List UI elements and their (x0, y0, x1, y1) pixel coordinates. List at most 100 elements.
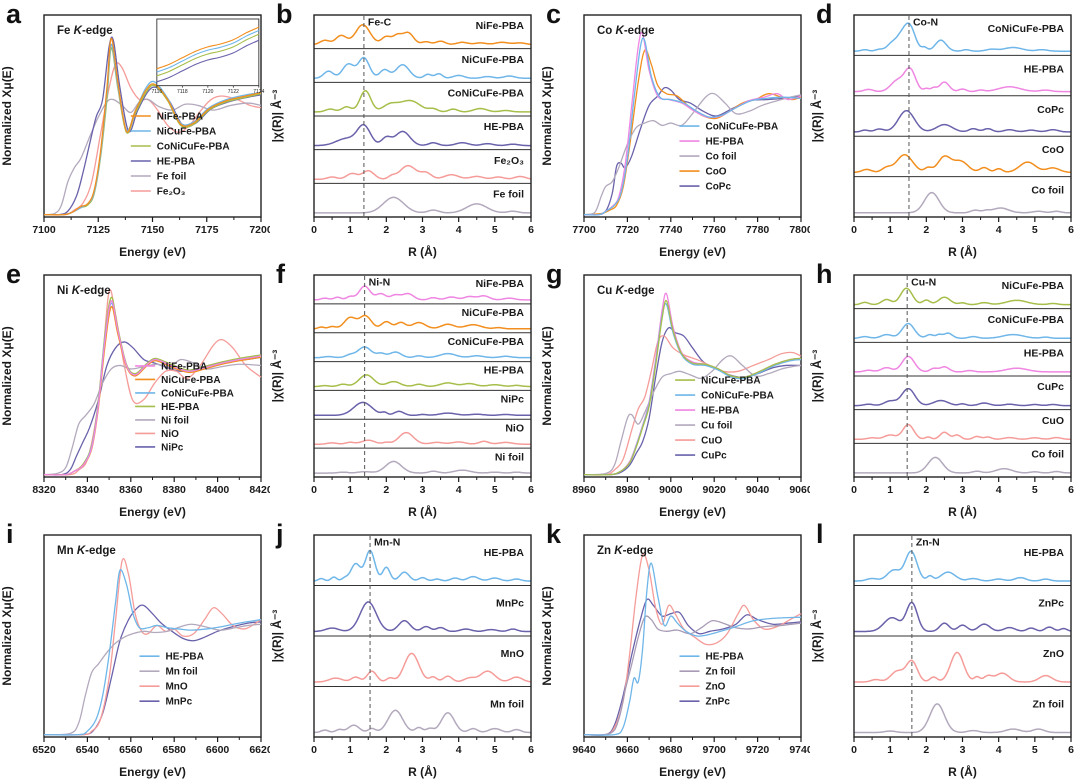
legend-label-MnPc: MnPc (165, 697, 192, 708)
panel-letter-c: c (546, 0, 562, 29)
x-tick-label: 7175 (195, 224, 219, 236)
x-tick-label: 4 (456, 224, 462, 236)
x-axis-label: R (Å) (948, 244, 977, 259)
legend-label-Zn foil: Zn foil (705, 667, 735, 678)
x-tick-label: 6620 (249, 744, 270, 756)
legend-label-Fe₂O₃: Fe₂O₃ (157, 187, 186, 198)
x-tick-label: 8960 (572, 484, 596, 496)
trace-line-CoNiCuFe-PBA (314, 90, 531, 113)
x-tick-label: 3 (960, 484, 966, 496)
legend-label-Mn foil: Mn foil (165, 667, 197, 678)
x-tick-label: 8320 (32, 484, 56, 496)
trace-label-CoPc: CoPc (1037, 104, 1064, 116)
x-tick-label: 5 (1032, 484, 1038, 496)
exafs-chart-b: NiFe-PBA NiCuFe-PBA CoNiCuFe-PBA HE-PBA Fe₂O… (270, 14, 534, 259)
inset-series-line (156, 33, 260, 77)
series-line-CoNiCuFe-PBA (583, 303, 802, 476)
xanes-chart-c: 7700 7720 7740 7760 7780 7800 Energy (eV) Norma… (540, 14, 810, 259)
series-line-ZnO (583, 553, 802, 736)
legend-label-NiFe-PBA: NiFe-PBA (161, 361, 207, 372)
trace-line-CoNiCuFe-PBA (854, 22, 1071, 52)
x-tick-label: 7780 (746, 224, 770, 236)
edge-title: Ni K-edge (57, 285, 111, 297)
x-tick-label: 2 (383, 484, 389, 496)
legend-label-NiO: NiO (161, 429, 179, 440)
legend-label-HE-PBA: HE-PBA (705, 137, 743, 148)
legend-label-CuO: CuO (701, 436, 722, 447)
x-tick-label: 3 (420, 744, 426, 756)
inset-tick-label: 7116 (151, 89, 162, 95)
y-axis-label: Normalized Xμ(E) (540, 66, 554, 165)
x-tick-label: 8360 (119, 484, 143, 496)
chart-l: HE-PBA ZnPc ZnO Zn foil Zn-N 0 1 2 3 4 5 6 R (Å) |χ(R… (810, 523, 1080, 781)
legend-label-ZnO: ZnO (705, 682, 725, 693)
x-tick-label: 9640 (572, 744, 596, 756)
panel-letter-f: f (276, 260, 285, 289)
trace-label-CoNiCuFe-PBA: CoNiCuFe-PBA (448, 336, 525, 348)
x-tick-label: 1 (347, 484, 353, 496)
chart-d: CoNiCuFe-PBA HE-PBA CoPc CoO Co foil Co-N 0 1 2 3… (810, 3, 1080, 260)
legend: NiFe-PBA NiCuFe-PBA CoNiCuFe-PBA HE-PBA Ni f… (135, 361, 234, 453)
legend: HE-PBA Zn foil ZnO ZnPc (679, 652, 744, 708)
y-axis-label: Normalized Xμ(E) (0, 326, 14, 425)
x-tick-label: 6520 (32, 744, 56, 756)
x-tick-label: 7800 (789, 224, 810, 236)
panel-j: j HE-PBA MnPc MnO Mn foil Mn-N 0 1 2 3 4 5 6 R (Å) |χ(… (270, 520, 540, 781)
trace-label-HE-PBA: HE-PBA (1024, 547, 1065, 559)
x-tick-label: 7740 (659, 224, 683, 236)
legend-label-NiFe-PBA: NiFe-PBA (157, 112, 203, 123)
panel-letter-k: k (546, 520, 562, 549)
legend-label-CuPc: CuPc (701, 451, 727, 462)
panel-a: a 7100 7125 7150 7175 7200 Energy (eV) Normaliz… (0, 0, 270, 260)
trace-label-Ni foil: Ni foil (495, 451, 524, 463)
x-tick-label: 6 (528, 744, 534, 756)
x-tick-label: 7200 (249, 224, 270, 236)
series-line-Co foil (583, 92, 802, 216)
trace-line-NiFe-PBA (313, 285, 531, 301)
y-axis-label: |χ(R)| Å⁻³ (270, 350, 284, 403)
panel-letter-i: i (6, 520, 14, 549)
trace-line-CuO (854, 423, 1072, 441)
trace-label-Mn foil: Mn foil (490, 699, 524, 711)
trace-label-CoNiCuFe-PBA: CoNiCuFe-PBA (988, 314, 1065, 326)
x-tick-label: 9060 (789, 484, 810, 496)
trace-line-Co foil (854, 191, 1072, 214)
trace-line-HE-PBA (853, 66, 1071, 93)
trace-label-HE-PBA: HE-PBA (484, 547, 525, 559)
panel-c: c 7700 7720 7740 7760 7780 7800 Energy (eV) Norm… (540, 0, 810, 260)
series-line-CoNiCuFe-PBA (583, 37, 802, 216)
trace-line-HE-PBA (314, 374, 531, 388)
trace-line-HE-PBA (854, 355, 1071, 373)
panel-letter-a: a (6, 0, 22, 29)
trace-label-Zn foil: Zn foil (1033, 699, 1065, 711)
x-axis-label: Energy (eV) (119, 765, 186, 779)
series-line-Zn foil (583, 615, 802, 736)
x-tick-label: 7100 (32, 224, 56, 236)
panel-g: g 8960 8980 9000 9020 9040 9060 Energy (eV) Norm… (540, 260, 810, 520)
x-tick-label: 1 (887, 484, 893, 496)
xanes-chart-k: 9640 9660 9680 9700 9720 9740 Energy (eV) Norma… (540, 534, 810, 779)
x-tick-label: 8420 (249, 484, 270, 496)
x-axis-label: R (Å) (408, 244, 437, 259)
trace-label-Fe₂O₃: Fe₂O₃ (494, 155, 524, 167)
y-axis-label: Normalized Xμ(E) (540, 586, 554, 685)
x-tick-label: 3 (420, 484, 426, 496)
trace-label-CoNiCuFe-PBA: CoNiCuFe-PBA (988, 23, 1065, 35)
legend-label-HE-PBA: HE-PBA (157, 157, 195, 168)
exafs-chart-d: CoNiCuFe-PBA HE-PBA CoPc CoO Co foil Co-N 0 1 2 3… (810, 14, 1074, 259)
trace-line-NiO (314, 431, 531, 445)
trace-line-Mn foil (313, 709, 531, 734)
edge-title: Zn K-edge (597, 545, 653, 557)
y-axis-label: Normalized Xμ(E) (540, 326, 554, 425)
x-tick-label: 9740 (789, 744, 810, 756)
x-axis-label: Energy (eV) (659, 505, 726, 519)
legend-label-NiCuFe-PBA: NiCuFe-PBA (157, 127, 216, 138)
trace-line-CoNiCuFe-PBA (853, 322, 1071, 340)
trace-line-MnPc (314, 601, 531, 633)
x-tick-label: 9660 (616, 744, 640, 756)
inset-series-line (156, 26, 260, 70)
series-line-NiFe-PBA (43, 300, 262, 476)
trace-line-NiCuFe-PBA (853, 287, 1071, 306)
legend-label-CoNiCuFe-PBA: CoNiCuFe-PBA (705, 122, 778, 133)
trace-line-ZnPc (854, 601, 1072, 633)
